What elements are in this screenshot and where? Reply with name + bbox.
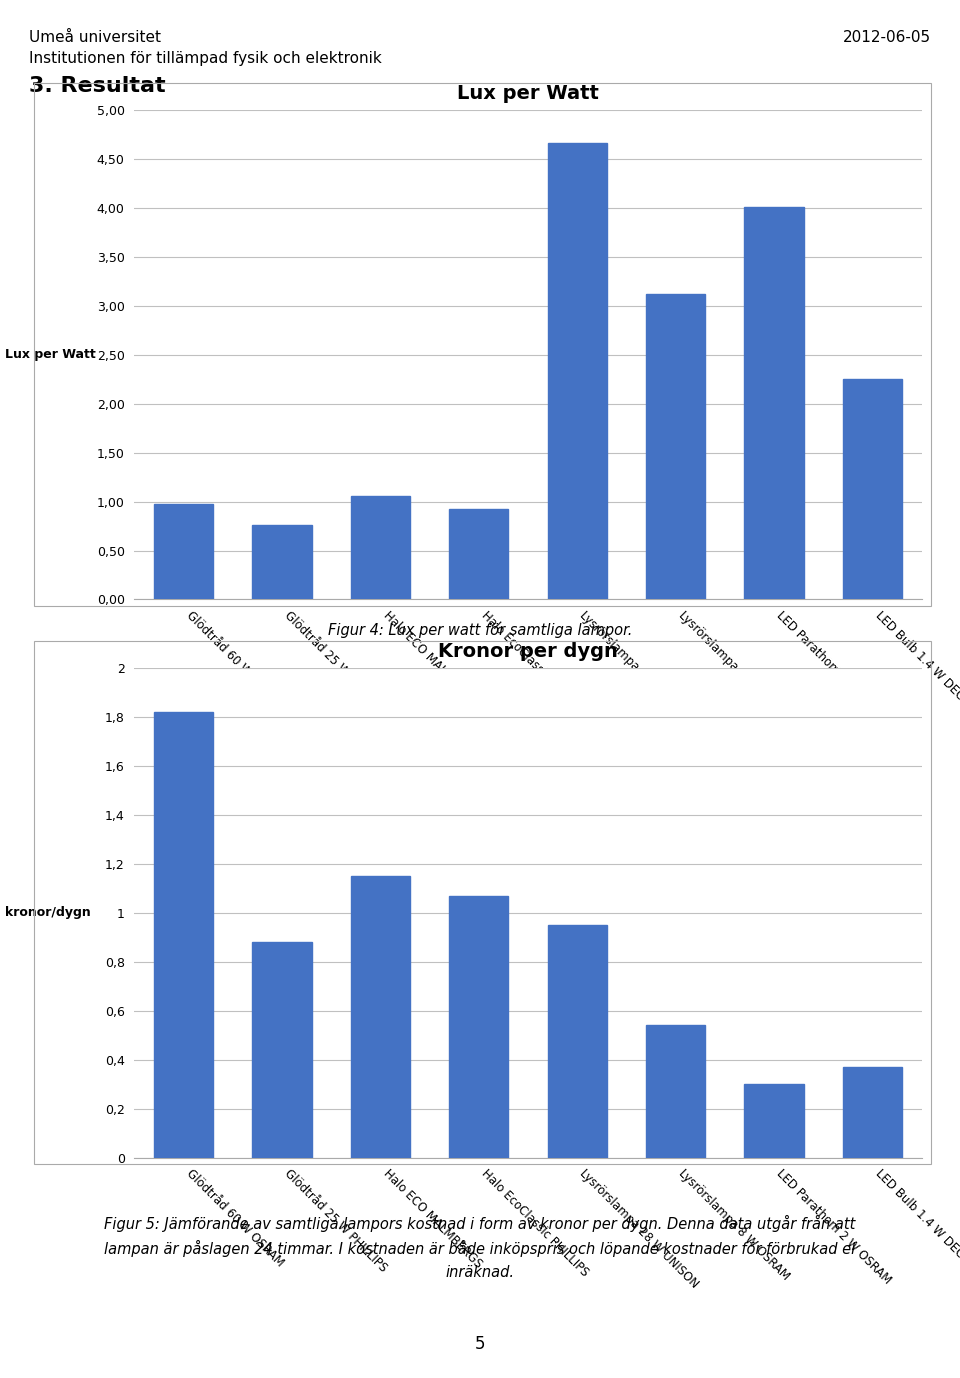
- Text: 3. Resultat: 3. Resultat: [29, 76, 165, 96]
- Text: inräknad.: inräknad.: [445, 1265, 515, 1280]
- Text: Lux per Watt: Lux per Watt: [5, 349, 96, 361]
- Bar: [547, 925, 607, 1158]
- Bar: [351, 876, 410, 1158]
- Bar: [154, 712, 213, 1158]
- Bar: [252, 943, 311, 1158]
- Title: Kronor per dygn: Kronor per dygn: [438, 642, 618, 661]
- Text: kronor/dygn: kronor/dygn: [5, 907, 90, 919]
- Text: 2012-06-05: 2012-06-05: [843, 30, 931, 45]
- Bar: [646, 1025, 705, 1158]
- Text: lampan är påslagen 24 timmar. I kostnaden är både inköpspris och löpande kostnad: lampan är påslagen 24 timmar. I kostnade…: [105, 1240, 855, 1257]
- Bar: [843, 379, 901, 599]
- Bar: [745, 207, 804, 599]
- Text: Figur 5: Jämförande av samtliga lampors kostnad i form av kronor per dygn. Denna: Figur 5: Jämförande av samtliga lampors …: [105, 1215, 855, 1232]
- Text: Institutionen för tillämpad fysik och elektronik: Institutionen för tillämpad fysik och el…: [29, 51, 381, 66]
- Bar: [449, 896, 509, 1158]
- Text: 5: 5: [475, 1335, 485, 1353]
- Bar: [154, 503, 213, 599]
- Bar: [646, 294, 705, 599]
- Bar: [351, 496, 410, 599]
- Bar: [547, 142, 607, 599]
- Text: Figur 4: Lux per watt för samtliga lampor.: Figur 4: Lux per watt för samtliga lampo…: [327, 623, 633, 638]
- Bar: [449, 510, 509, 599]
- Bar: [745, 1084, 804, 1158]
- Title: Lux per Watt: Lux per Watt: [457, 84, 599, 103]
- Bar: [252, 525, 311, 599]
- Text: Umeå universitet: Umeå universitet: [29, 30, 161, 45]
- Bar: [843, 1067, 901, 1158]
